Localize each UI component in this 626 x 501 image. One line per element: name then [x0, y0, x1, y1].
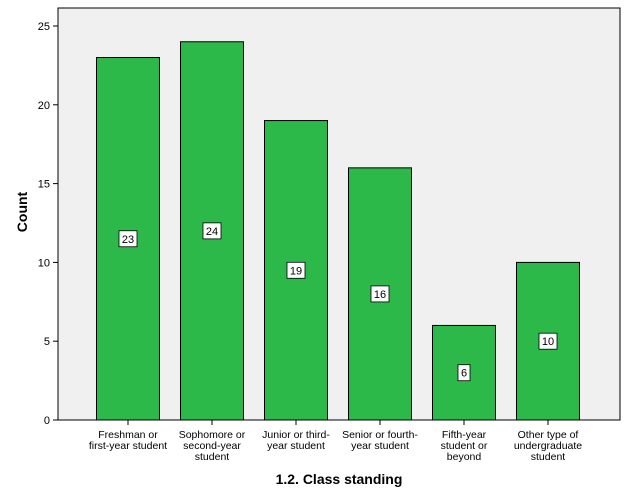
y-tick-label: 25 [38, 21, 50, 33]
data-label: 24 [206, 226, 218, 238]
data-label: 6 [461, 368, 467, 380]
data-label-box [538, 332, 558, 350]
x-tick-label: Other type of undergraduate student [514, 429, 582, 463]
x-axis-labels: Freshman or first-year student Sophomore o… [89, 420, 582, 463]
data-label-box [118, 230, 138, 248]
data-label: 23 [122, 234, 134, 246]
data-label-box [457, 364, 471, 382]
x-tick-label: Sophomore or second-year student [179, 429, 246, 463]
y-tick-label: 5 [44, 336, 50, 348]
x-tick-label: Fifth-year student or beyond [441, 429, 488, 463]
data-label: 19 [290, 265, 302, 277]
y-tick-label: 15 [38, 179, 50, 191]
y-axis: 0 5 10 15 20 25 [38, 21, 58, 427]
y-tick-label: 0 [44, 415, 50, 427]
x-tick-label: Freshman or first-year student [89, 429, 167, 452]
data-label-box [286, 261, 306, 279]
x-tick-label: Junior or third-year student [262, 429, 330, 452]
data-label: 16 [374, 289, 386, 301]
bars: 23 24 19 16 6 10 [96, 41, 580, 421]
y-axis-title: Count [14, 191, 30, 232]
y-tick-label: 20 [38, 100, 50, 112]
y-tick-label: 10 [38, 257, 50, 269]
data-label-box [370, 285, 390, 303]
x-axis-title: 1.2. Class standing [276, 471, 403, 487]
data-label-box [202, 222, 222, 240]
data-label: 10 [542, 336, 554, 348]
x-tick-label: Senior or fourth-year student [342, 429, 418, 452]
